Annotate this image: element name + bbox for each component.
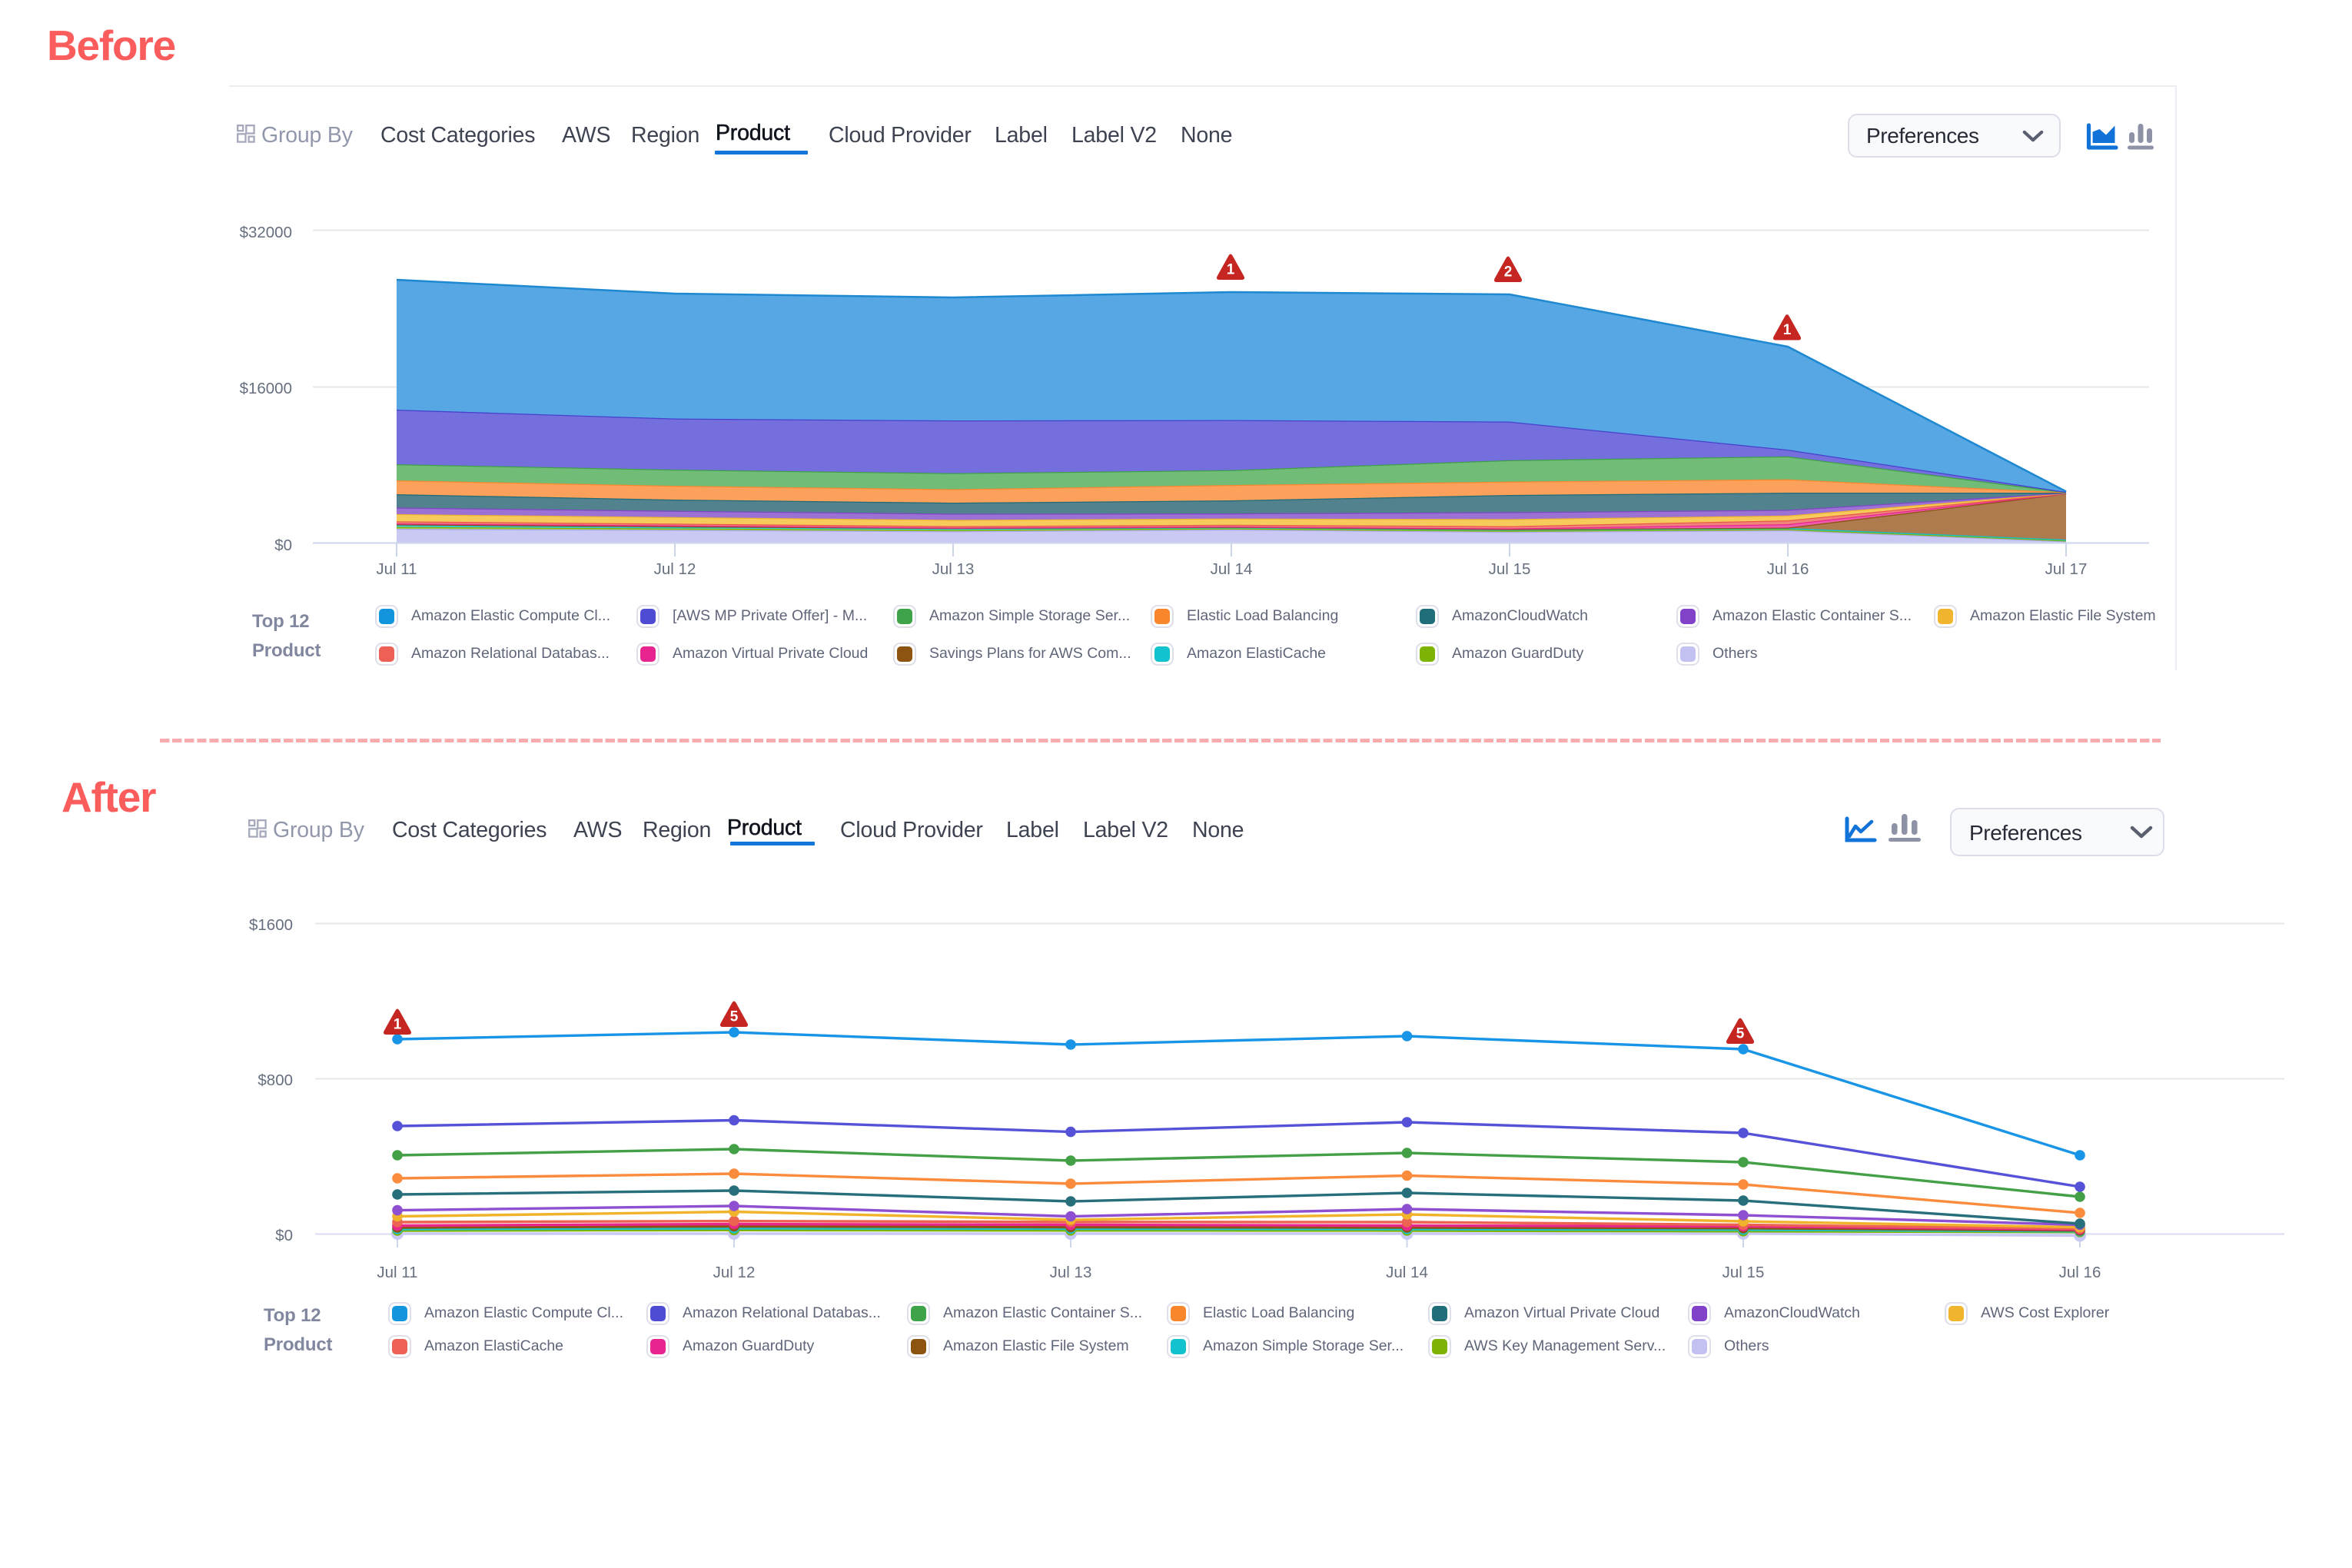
svg-text:Jul 11: Jul 11: [376, 560, 417, 578]
svg-text:Jul 14: Jul 14: [1386, 1264, 1428, 1281]
svg-text:$0: $0: [274, 537, 292, 554]
svg-text:5: 5: [730, 1009, 739, 1025]
svg-text:Jul 16: Jul 16: [2059, 1264, 2101, 1281]
svg-text:$32000: $32000: [240, 224, 292, 241]
svg-text:1: 1: [394, 1017, 402, 1033]
svg-text:$16000: $16000: [240, 380, 292, 397]
svg-text:5: 5: [1736, 1026, 1745, 1042]
svg-text:$1600: $1600: [249, 916, 293, 934]
svg-text:Jul 15: Jul 15: [1722, 1264, 1765, 1281]
svg-text:Jul 15: Jul 15: [1489, 560, 1531, 578]
svg-text:Jul 12: Jul 12: [654, 560, 696, 578]
svg-text:1: 1: [1227, 262, 1235, 278]
svg-text:$0: $0: [275, 1227, 293, 1244]
svg-text:2: 2: [1504, 264, 1513, 281]
svg-text:Jul 12: Jul 12: [713, 1264, 756, 1281]
svg-text:Jul 16: Jul 16: [1767, 560, 1809, 578]
svg-text:Jul 14: Jul 14: [1211, 560, 1253, 578]
svg-text:$800: $800: [257, 1071, 293, 1089]
svg-text:Jul 13: Jul 13: [932, 560, 975, 578]
svg-text:Jul 17: Jul 17: [2045, 560, 2088, 578]
svg-text:Jul 13: Jul 13: [1050, 1264, 1092, 1281]
svg-text:1: 1: [1783, 322, 1792, 338]
svg-text:Jul 11: Jul 11: [377, 1264, 417, 1281]
